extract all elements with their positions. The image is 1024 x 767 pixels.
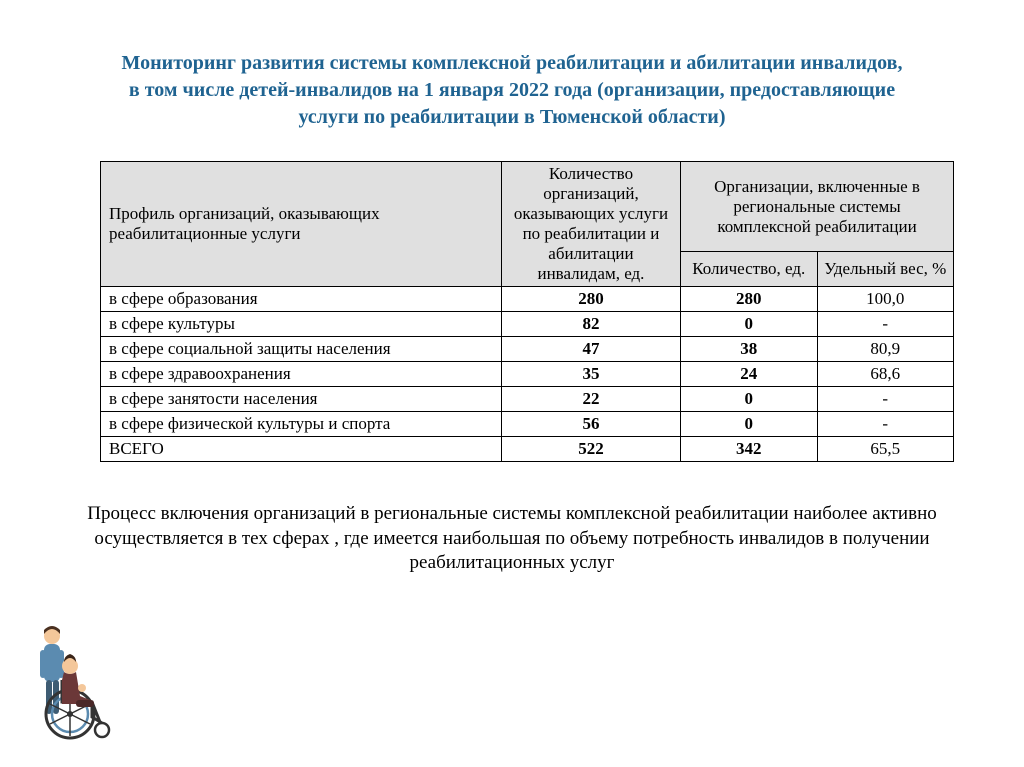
cell-profile: в сфере социальной защиты населения — [101, 337, 502, 362]
cell-orgs: 22 — [501, 387, 680, 412]
table-body: в сфере образования 280 280 100,0 в сфер… — [101, 287, 954, 462]
cell-orgs: 56 — [501, 412, 680, 437]
cell-orgs-total: 522 — [501, 437, 680, 462]
cell-orgs: 35 — [501, 362, 680, 387]
header-row-1: Профиль организаций, оказывающих реабили… — [101, 162, 954, 252]
header-regional-group: Организации, включенные в региональные с… — [681, 162, 954, 252]
cell-profile: в сфере занятости населения — [101, 387, 502, 412]
header-count-orgs: Количество организаций, оказывающих услу… — [501, 162, 680, 287]
cell-count: 0 — [681, 312, 817, 337]
table-row: в сфере здравоохранения 35 24 68,6 — [101, 362, 954, 387]
title-line-1: Мониторинг развития системы комплексной … — [122, 52, 903, 74]
cell-count: 0 — [681, 412, 817, 437]
footer-paragraph: Процесс включения организаций в регионал… — [0, 462, 1024, 576]
cell-share: 100,0 — [817, 287, 954, 312]
table-row: в сфере образования 280 280 100,0 — [101, 287, 954, 312]
cell-share: - — [817, 387, 954, 412]
table-container: Профиль организаций, оказывающих реабили… — [0, 131, 1024, 462]
cell-share: 80,9 — [817, 337, 954, 362]
cell-orgs: 280 — [501, 287, 680, 312]
cell-count-total: 342 — [681, 437, 817, 462]
table-row: в сфере занятости населения 22 0 - — [101, 387, 954, 412]
cell-orgs: 82 — [501, 312, 680, 337]
cell-profile: в сфере физической культуры и спорта — [101, 412, 502, 437]
cell-share-total: 65,5 — [817, 437, 954, 462]
table-row: в сфере физической культуры и спорта 56 … — [101, 412, 954, 437]
cell-share: 68,6 — [817, 362, 954, 387]
data-table: Профиль организаций, оказывающих реабили… — [100, 161, 954, 462]
header-share: Удельный вес, % — [817, 252, 954, 287]
title-line-2: в том числе детей-инвалидов на 1 января … — [129, 79, 895, 101]
header-count: Количество, ед. — [681, 252, 817, 287]
wheelchair-illustration-icon — [20, 622, 115, 742]
header-profile: Профиль организаций, оказывающих реабили… — [101, 162, 502, 287]
table-row-total: ВСЕГО 522 342 65,5 — [101, 437, 954, 462]
cell-count: 24 — [681, 362, 817, 387]
cell-profile: в сфере культуры — [101, 312, 502, 337]
cell-count: 280 — [681, 287, 817, 312]
cell-profile: в сфере здравоохранения — [101, 362, 502, 387]
cell-profile: в сфере образования — [101, 287, 502, 312]
cell-share: - — [817, 412, 954, 437]
cell-profile-total: ВСЕГО — [101, 437, 502, 462]
cell-orgs: 47 — [501, 337, 680, 362]
table-row: в сфере культуры 82 0 - — [101, 312, 954, 337]
table-row: в сфере социальной защиты населения 47 3… — [101, 337, 954, 362]
title-line-3: услуги по реабилитации в Тюменской облас… — [299, 106, 726, 128]
cell-share: - — [817, 312, 954, 337]
cell-count: 0 — [681, 387, 817, 412]
slide-title: Мониторинг развития системы комплексной … — [0, 0, 1024, 131]
cell-count: 38 — [681, 337, 817, 362]
